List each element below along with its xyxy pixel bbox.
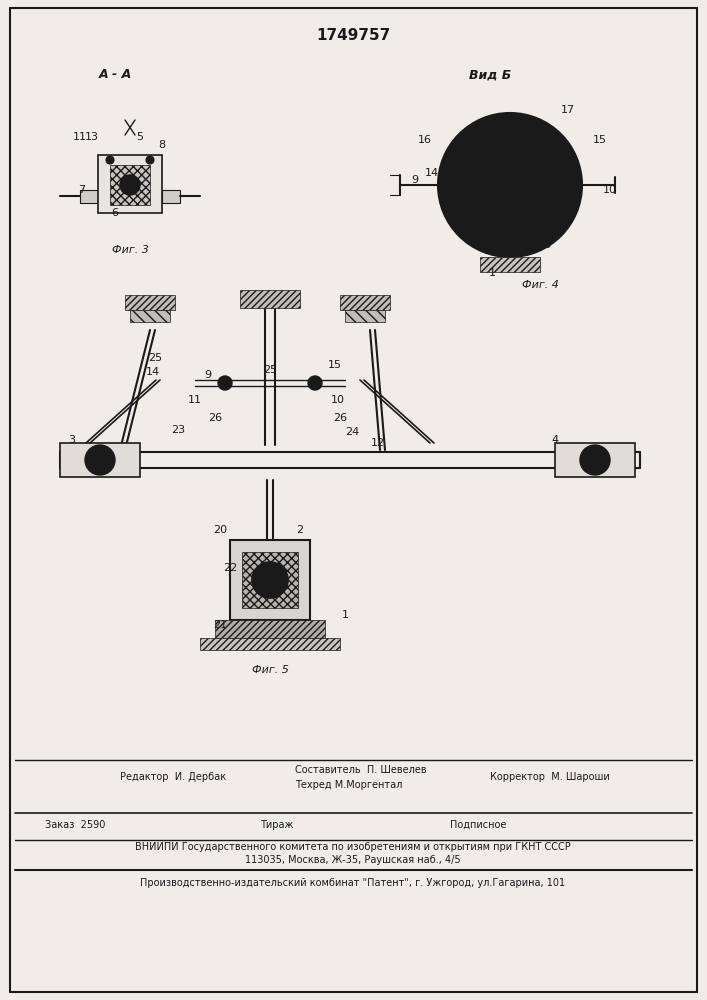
Circle shape (589, 454, 601, 466)
Circle shape (218, 376, 232, 390)
Text: Фиг. 3: Фиг. 3 (112, 245, 148, 255)
Bar (60, 443, 140, 477)
Text: Редактор  И. Дербак: Редактор И. Дербак (120, 772, 226, 782)
Text: 15: 15 (593, 135, 607, 145)
Text: 26: 26 (333, 413, 347, 423)
Text: 8: 8 (158, 140, 165, 150)
Text: 1: 1 (341, 610, 349, 620)
Text: Подписное: Подписное (450, 820, 506, 830)
Text: Составитель  П. Шевелев: Составитель П. Шевелев (295, 765, 426, 775)
Text: 20: 20 (213, 525, 227, 535)
Circle shape (308, 376, 322, 390)
Text: 4: 4 (551, 435, 559, 445)
Text: Корректор  М. Шароши: Корректор М. Шароши (490, 772, 609, 782)
Circle shape (500, 175, 520, 195)
Text: 12: 12 (371, 438, 385, 448)
Text: Фиг. 5: Фиг. 5 (252, 665, 288, 675)
Text: 1749757: 1749757 (316, 27, 390, 42)
Text: 3: 3 (69, 435, 76, 445)
Circle shape (85, 445, 115, 475)
Text: 9: 9 (411, 175, 419, 185)
Text: 13: 13 (85, 132, 99, 142)
Text: 6: 6 (112, 208, 119, 218)
Text: 2: 2 (296, 525, 303, 535)
Text: 5: 5 (136, 132, 144, 142)
Text: А - А: А - А (98, 68, 132, 82)
Text: 15: 15 (328, 360, 342, 370)
Text: Техред М.Моргентал: Техред М.Моргентал (295, 780, 402, 790)
Circle shape (450, 125, 570, 245)
Bar (200, 638, 340, 650)
Circle shape (94, 454, 106, 466)
Circle shape (505, 180, 515, 190)
Text: Тираж: Тираж (260, 820, 293, 830)
Circle shape (492, 167, 528, 203)
Bar (480, 257, 540, 272)
Text: 11: 11 (188, 395, 202, 405)
Text: 7: 7 (78, 185, 86, 195)
Text: 10: 10 (603, 185, 617, 195)
Bar (340, 295, 390, 310)
Text: 24: 24 (345, 427, 359, 437)
Text: 22: 22 (223, 563, 237, 573)
Text: Заказ  2590: Заказ 2590 (45, 820, 105, 830)
Circle shape (262, 572, 278, 588)
Circle shape (312, 380, 318, 386)
Text: Вид Б: Вид Б (469, 68, 511, 82)
Text: 25: 25 (148, 353, 162, 363)
Bar (125, 295, 175, 310)
Text: 17: 17 (561, 105, 575, 115)
Text: 113035, Москва, Ж-35, Раушская наб., 4/5: 113035, Москва, Ж-35, Раушская наб., 4/5 (245, 855, 461, 865)
Text: 1: 1 (489, 268, 496, 278)
Circle shape (106, 156, 114, 164)
Bar (240, 290, 300, 308)
Text: 23: 23 (171, 425, 185, 435)
Bar (98, 155, 162, 213)
Text: 25: 25 (263, 365, 277, 375)
Bar (130, 310, 170, 322)
Text: Производственно-издательский комбинат "Патент", г. Ужгород, ул.Гагарина, 101: Производственно-издательский комбинат "П… (141, 878, 566, 888)
Text: 11: 11 (73, 132, 87, 142)
Bar (242, 552, 298, 608)
Bar (230, 540, 310, 620)
Text: 26: 26 (208, 413, 222, 423)
Circle shape (126, 181, 134, 189)
Polygon shape (162, 190, 180, 203)
Text: ВНИИПИ Государственного комитета по изобретениям и открытиям при ГКНТ СССР: ВНИИПИ Государственного комитета по изоб… (135, 842, 571, 852)
Circle shape (222, 380, 228, 386)
Circle shape (252, 562, 288, 598)
Polygon shape (80, 190, 98, 203)
Circle shape (580, 445, 610, 475)
Bar (215, 620, 325, 638)
Text: 21: 21 (213, 620, 227, 630)
Bar (110, 165, 150, 205)
Text: 14: 14 (425, 168, 439, 178)
Text: 19: 19 (495, 248, 509, 258)
Circle shape (146, 156, 154, 164)
Text: Фиг. 4: Фиг. 4 (522, 280, 559, 290)
Text: 18: 18 (538, 240, 552, 250)
Text: 16: 16 (418, 135, 432, 145)
Circle shape (438, 113, 582, 257)
Text: 9: 9 (204, 370, 211, 380)
Text: 10: 10 (331, 395, 345, 405)
Circle shape (120, 175, 140, 195)
Bar (345, 310, 385, 322)
Text: 14: 14 (146, 367, 160, 377)
Bar (555, 443, 635, 477)
